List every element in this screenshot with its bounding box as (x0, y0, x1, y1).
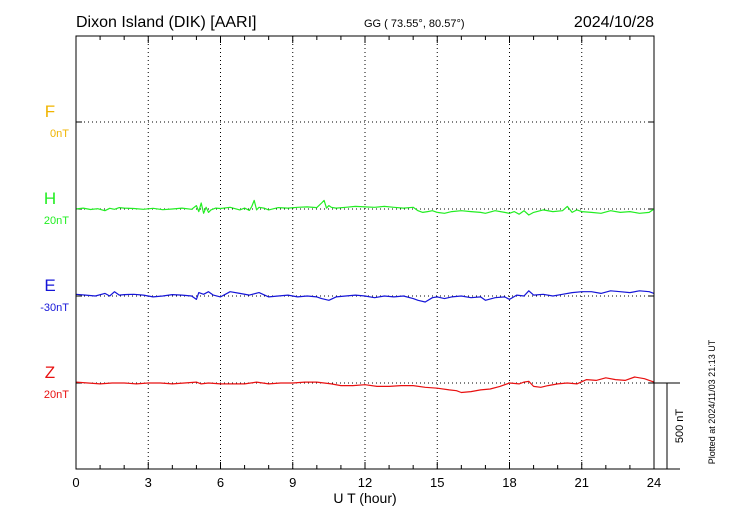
series-line-h (75, 199, 655, 216)
baseline-label-h: 20nT (44, 215, 69, 227)
x-tick-label: 18 (502, 475, 516, 490)
x-tick-label: 3 (145, 475, 152, 490)
scale-label: 500 nT (674, 409, 686, 444)
x-axis-label: U T (hour) (333, 490, 396, 506)
x-tick-label: 21 (575, 475, 589, 490)
plotted-timestamp: Plotted at 2024/11/03 21:13 UT (707, 339, 717, 464)
x-tick-label: 24 (647, 475, 661, 490)
x-tick-label: 15 (430, 475, 444, 490)
series-line-e (75, 290, 655, 303)
series-line-z (75, 376, 655, 394)
x-tick-label: 0 (72, 475, 79, 490)
plot-frame (75, 35, 655, 470)
x-axis: 0 3 6 9 12 15 18 21 24 (72, 36, 661, 490)
series-label-e: E (44, 276, 55, 295)
baseline-label-z: 20nT (44, 389, 69, 401)
series-group (75, 199, 655, 394)
series-label-f: F (45, 102, 55, 121)
x-tick-label: 9 (289, 475, 296, 490)
series-label-z: Z (45, 363, 55, 382)
x-tick-label: 6 (217, 475, 224, 490)
baseline-label-e: -30nT (40, 302, 69, 314)
series-labels: F 0nT H 20nT E -30nT Z 20nT (40, 102, 69, 401)
station-title: Dixon Island (DIK) [AARI] (76, 14, 257, 31)
baseline-label-f: 0nT (50, 128, 69, 140)
coordinates-label: GG ( 73.55°, 80.57°) (364, 18, 465, 30)
x-tick-label: 12 (358, 475, 372, 490)
date-label: 2024/10/28 (574, 14, 654, 31)
series-label-h: H (44, 189, 56, 208)
grid (76, 36, 654, 469)
